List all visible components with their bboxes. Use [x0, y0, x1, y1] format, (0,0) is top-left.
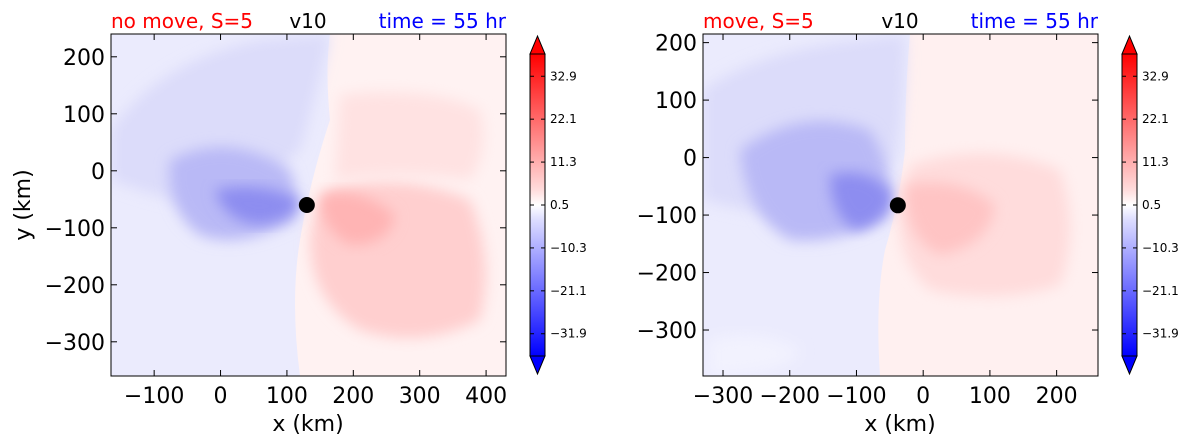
- panel-right-xtick-label: −100: [826, 384, 886, 409]
- panel-right-contour-field: [703, 34, 1098, 376]
- panel-left-colorbar-max-extend: [529, 34, 546, 55]
- panel-right-xtick-label: 200: [1036, 384, 1078, 409]
- panel-left-xtick-label: 400: [465, 384, 507, 409]
- panel-left-title-left: no move, S=5: [111, 9, 253, 33]
- panel-left-colorbar-tick-label: 0.5: [550, 198, 569, 212]
- panel-left-ytick-label: 200: [63, 46, 105, 71]
- panel-right-colorbar-tick-label: −31.9: [1142, 327, 1179, 341]
- panel-left-ytick-label: −300: [45, 331, 105, 356]
- panel-left-xtick-label: 0: [214, 384, 228, 409]
- panel-right-ytick-label: −100: [637, 204, 697, 229]
- panel-left-colorbar: 32.9 22.1 11.3 0.5 −10.3 −21.1 −31.9: [529, 34, 587, 376]
- panel-right-ytick-label: 100: [655, 89, 697, 114]
- panel-left-storm-center-marker: [298, 197, 315, 213]
- panel-right-colorbar-tick-label: 11.3: [1142, 155, 1169, 169]
- panel-left-xtick-label: 100: [266, 384, 308, 409]
- panel-right-title-right: time = 55 hr: [971, 9, 1099, 33]
- panel-right-ytick-label: −300: [637, 319, 697, 344]
- panel-left-colorbar-tick-label: 11.3: [550, 155, 577, 169]
- panel-left-colorbar-tick-label: −10.3: [550, 241, 587, 255]
- panel-left-colorbar-tick-label: −31.9: [550, 327, 587, 341]
- panel-right-colorbar: 32.9 22.1 11.3 0.5 −10.3 −21.1 −31.9: [1121, 34, 1179, 376]
- panel-right-storm-center-marker: [889, 197, 906, 214]
- panel-left-colorbar-tick-label: 22.1: [550, 112, 577, 126]
- panel-right-xtick-label: 100: [969, 384, 1011, 409]
- panel-left-plot-frame: [110, 33, 507, 377]
- panel-left-colorbar-tick-label: 32.9: [550, 69, 577, 83]
- panel-right-colorbar-tick-label: 0.5: [1142, 198, 1161, 212]
- panel-right-ytick-label: −200: [637, 262, 697, 287]
- panel-left-xlabel: x (km): [272, 412, 343, 437]
- panel-right-title-left: move, S=5: [703, 9, 814, 33]
- panel-left-ytick-label: −100: [45, 217, 105, 242]
- panel-left-ylabel: y (km): [11, 169, 36, 240]
- panel-right-colorbar-max-extend: [1121, 34, 1138, 55]
- panel-right-xlabel: x (km): [864, 412, 935, 437]
- panel-left-xtick-label: −100: [124, 384, 184, 409]
- panel-left-colorbar-tick-label: −21.1: [550, 284, 587, 298]
- panel-right-title-center: v10: [881, 9, 918, 33]
- panel-right-xtick-label: −200: [760, 384, 820, 409]
- panel-left: no move, S=5 v10 time = 55 hr −100 0 100 20…: [11, 9, 587, 437]
- panel-left-xtick-label: 300: [399, 384, 441, 409]
- panel-left-ytick-label: −200: [45, 274, 105, 299]
- panel-left-title-right: time = 55 hr: [379, 9, 507, 33]
- panel-right-colorbar-tick-label: 22.1: [1142, 112, 1169, 126]
- panel-right-xtick-label: 0: [916, 384, 930, 409]
- panel-right-colorbar-tick-label: 32.9: [1142, 69, 1169, 83]
- panel-left-contour-field: [111, 34, 506, 376]
- panel-right-colorbar-tick-label: −10.3: [1142, 241, 1179, 255]
- panel-right-plot-frame: [702, 33, 1099, 377]
- panel-right-ytick-label: 0: [683, 147, 697, 172]
- panel-left-xtick-label: 200: [332, 384, 374, 409]
- panel-left-colorbar-min-extend: [529, 355, 546, 376]
- panel-left-ytick-label: 0: [91, 160, 105, 185]
- panel-right-xtick-label: −300: [693, 384, 753, 409]
- panel-right-colorbar-tick-label: −21.1: [1142, 284, 1179, 298]
- panel-right-colorbar-ticks: 32.9 22.1 11.3 0.5 −10.3 −21.1 −31.9: [1122, 69, 1179, 341]
- panel-right: move, S=5 v10 time = 55 hr −300 −200 −100 0…: [637, 9, 1179, 437]
- panel-left-colorbar-ticks: 32.9 22.1 11.3 0.5 −10.3 −21.1 −31.9: [530, 69, 587, 341]
- panel-right-colorbar-min-extend: [1121, 355, 1138, 376]
- panel-left-axes: −100 0 100 200 300 400 200 100 0 −100 −200 −300: [45, 34, 507, 409]
- panel-left-title-center: v10: [289, 9, 326, 33]
- panel-right-ytick-label: 200: [655, 32, 697, 57]
- panel-left-ytick-label: 100: [63, 103, 105, 128]
